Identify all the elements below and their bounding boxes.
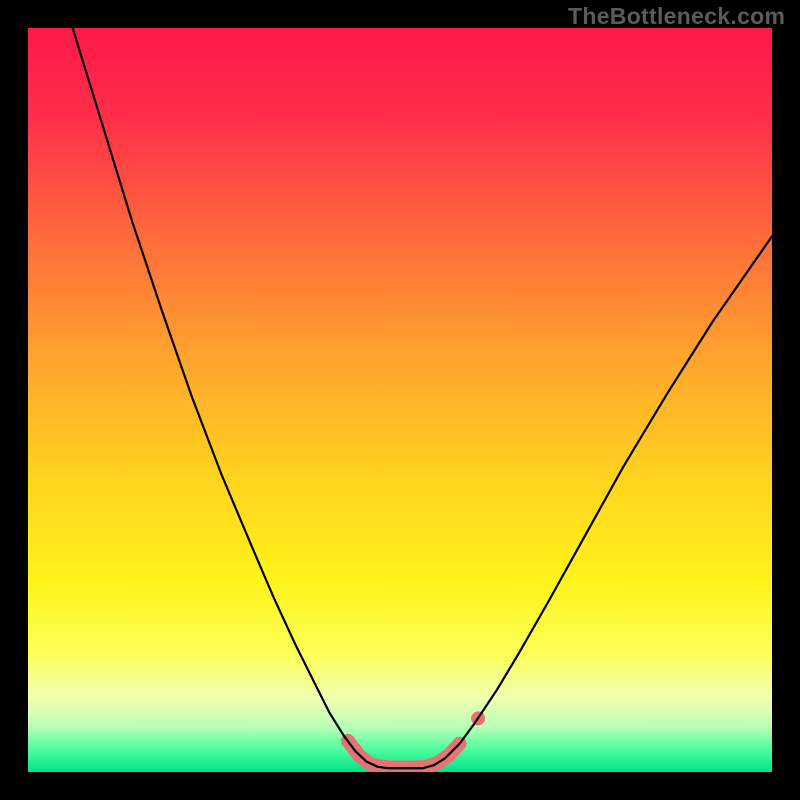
watermark-text: TheBottleneck.com — [568, 3, 785, 30]
gradient-background — [28, 28, 772, 772]
bottleneck-chart — [28, 28, 772, 772]
